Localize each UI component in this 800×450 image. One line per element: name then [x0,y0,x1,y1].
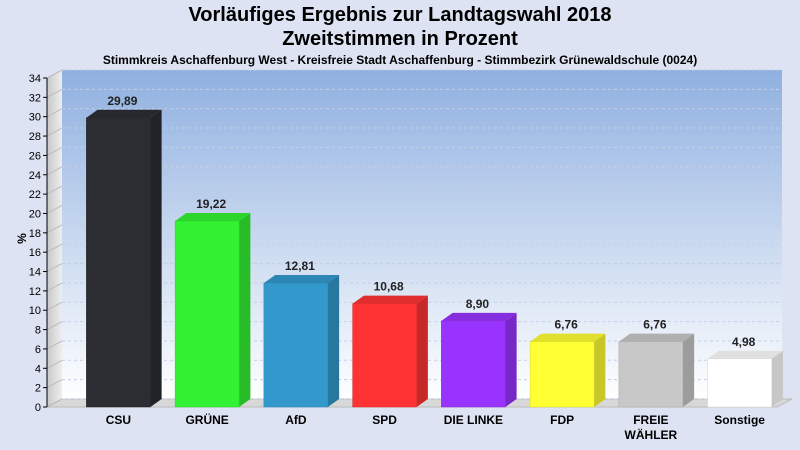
bar-top [263,275,340,284]
gridline-depth [46,282,63,292]
y-tick-label: 24 [29,170,41,182]
category-label: CSU [106,413,131,427]
bar-side [594,333,606,407]
gridline-depth [46,146,63,156]
gridline-depth [46,224,63,234]
y-tick-label: 30 [29,112,41,124]
bar-side [327,275,340,407]
gridline-depth [46,379,63,389]
bar [86,117,151,408]
category-label: GRÜNE [185,412,228,427]
bar-top [352,295,428,304]
gridline-depth [46,166,63,176]
category-label: FREIE [633,413,668,427]
category-label: WÄHLER [625,427,678,442]
bar-side [150,109,162,407]
bar [707,358,772,408]
gridline-depth [46,88,63,98]
gridline-depth [46,69,63,79]
data-label: 6,76 [554,318,578,332]
category-label: DIE LINKE [444,413,503,427]
category-label: SPD [372,413,397,427]
bar-top [618,333,695,342]
bar [174,220,240,408]
gridline-depth [46,127,63,137]
bar-top [441,312,517,321]
y-tick-label: 14 [29,267,41,279]
bar [529,341,595,408]
chart-location-subtitle: Stimmkreis Aschaffenburg West - Kreisfre… [102,53,698,67]
gridline-depth [46,243,63,253]
bar-top [530,333,606,342]
bar-side [771,350,783,407]
gridline-depth [46,205,63,214]
y-tick-label: 2 [35,383,41,395]
bar [352,303,417,408]
bar [618,341,684,408]
data-label: 12,81 [285,259,315,273]
data-label: 6,76 [643,318,667,332]
y-tick-label: 22 [29,189,41,201]
gridline-depth [46,185,63,195]
y-tick-label: 4 [35,363,41,375]
bar-side [239,213,251,407]
y-tick-label: 0 [35,402,41,414]
y-tick-label: 16 [29,247,41,259]
bar-top [86,109,162,118]
data-label: 10,68 [374,280,404,294]
y-tick-label: 12 [29,286,41,298]
bar-top [707,350,783,359]
y-tick-label: 32 [29,92,41,104]
data-label: 19,22 [196,197,226,211]
y-tick-label: 34 [29,73,41,85]
category-label: AfD [285,413,307,427]
bar-side [682,333,695,407]
y-tick-label: 8 [35,325,41,337]
y-tick-label: 26 [29,150,41,162]
gridline-depth [46,108,63,118]
bar-side [416,295,428,407]
gridline-depth [46,301,63,311]
data-label: 4,98 [732,335,756,349]
y-axis-label: % [15,233,29,244]
y-tick-label: 18 [29,228,41,240]
category-label: FDP [550,413,574,427]
y-tick-label: 10 [29,305,41,317]
data-label: 29,89 [107,94,137,108]
chart-title: Vorläufiges Ergebnis zur Landtagswahl 20… [188,4,612,26]
bar [263,282,329,408]
gridline-depth [46,340,63,350]
category-label: Sonstige [714,413,765,427]
bar-side [505,312,517,407]
bar [441,320,506,408]
gridline-depth [46,359,63,369]
bar-top [175,213,251,222]
chart-subtitle: Zweitstimmen in Prozent [282,28,518,50]
y-tick-label: 20 [29,208,41,220]
y-tick-label: 6 [35,344,41,356]
y-tick-label: 28 [29,131,41,143]
data-label: 8,90 [466,297,490,311]
gridline-depth [46,398,63,408]
gridline-depth [46,263,63,272]
gridline-depth [46,321,63,331]
plot-left-wall [47,70,62,407]
